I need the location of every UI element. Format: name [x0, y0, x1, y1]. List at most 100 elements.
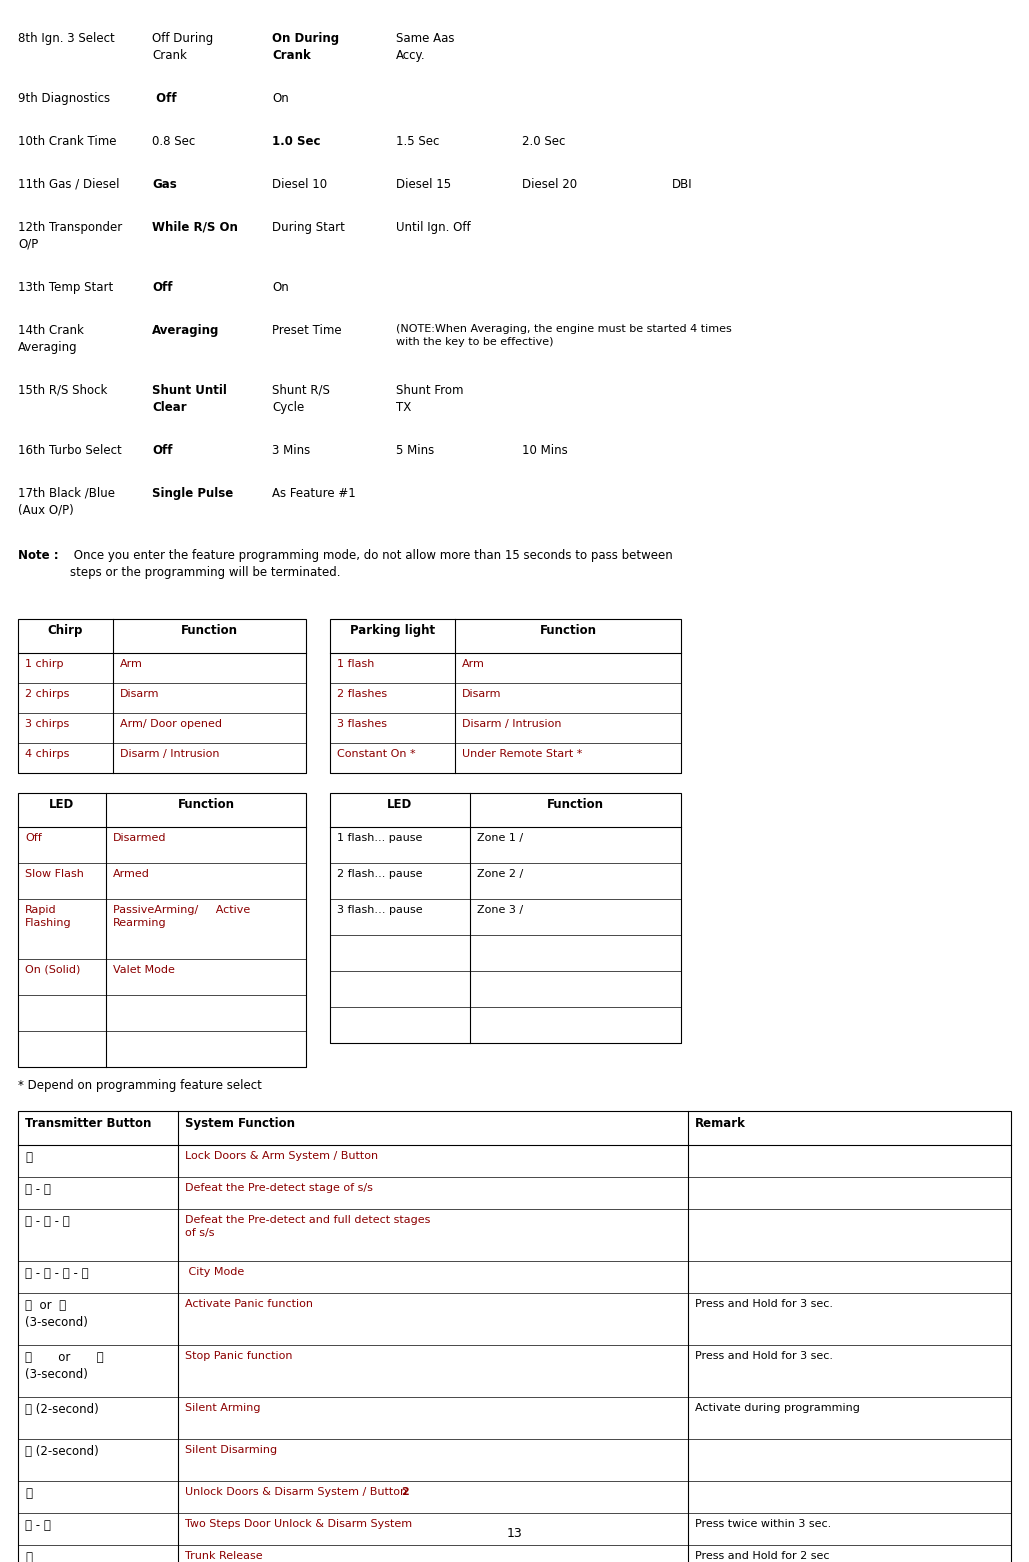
Text: Diesel 10: Diesel 10	[272, 178, 327, 191]
Text: LED: LED	[49, 798, 75, 811]
Text: 1 chirp: 1 chirp	[25, 659, 64, 669]
Text: Stop Panic function: Stop Panic function	[185, 1351, 292, 1361]
Text: Zone 1 /: Zone 1 /	[477, 833, 523, 843]
Text: Once you enter the feature programming mode, do not allow more than 15 seconds t: Once you enter the feature programming m…	[70, 548, 673, 580]
Text: 🔓 (2-second): 🔓 (2-second)	[25, 1445, 99, 1457]
Text: Activate Panic function: Activate Panic function	[185, 1300, 313, 1309]
Text: Diesel 15: Diesel 15	[396, 178, 451, 191]
Text: 2.0 Sec: 2.0 Sec	[522, 134, 565, 148]
Text: Rapid
Flashing: Rapid Flashing	[25, 904, 72, 928]
Text: Unlock Doors & Disarm System / Button: Unlock Doors & Disarm System / Button	[185, 1487, 411, 1496]
Text: Shunt From
TX: Shunt From TX	[396, 384, 463, 414]
Text: 🔒: 🔒	[25, 1151, 32, 1164]
Text: Disarm / Intrusion: Disarm / Intrusion	[462, 719, 562, 729]
Text: 1 flash... pause: 1 flash... pause	[338, 833, 422, 843]
Text: 🔒 - 🔒: 🔒 - 🔒	[25, 1182, 50, 1196]
Text: Silent Disarming: Silent Disarming	[185, 1445, 277, 1454]
Text: Same Aas
Accy.: Same Aas Accy.	[396, 31, 455, 62]
Text: LED: LED	[387, 798, 413, 811]
Text: 4 chirps: 4 chirps	[25, 750, 69, 759]
Text: Off: Off	[152, 281, 173, 294]
Text: Defeat the Pre-detect and full detect stages
of s/s: Defeat the Pre-detect and full detect st…	[185, 1215, 430, 1239]
Text: 3 chirps: 3 chirps	[25, 719, 69, 729]
Text: 17th Black /Blue
(Aux O/P): 17th Black /Blue (Aux O/P)	[17, 487, 115, 517]
Text: Function: Function	[547, 798, 604, 811]
Text: Arm: Arm	[120, 659, 143, 669]
Text: System Function: System Function	[185, 1117, 295, 1129]
Text: 14th Crank
Averaging: 14th Crank Averaging	[17, 323, 84, 355]
Text: Averaging: Averaging	[152, 323, 219, 337]
Text: 🔓 - 🔓: 🔓 - 🔓	[25, 1518, 50, 1532]
Text: 🔒 (2-second): 🔒 (2-second)	[25, 1403, 99, 1417]
Text: On: On	[272, 92, 289, 105]
Text: Silent Arming: Silent Arming	[185, 1403, 260, 1414]
Text: During Start: During Start	[272, 220, 345, 234]
Text: 5 Mins: 5 Mins	[396, 444, 434, 458]
Text: Arm: Arm	[462, 659, 485, 669]
Text: 11th Gas / Diesel: 11th Gas / Diesel	[17, 178, 119, 191]
Text: Under Remote Start *: Under Remote Start *	[462, 750, 582, 759]
Bar	[330, 793, 681, 1043]
Text: Disarm: Disarm	[120, 689, 159, 700]
Text: Activate during programming: Activate during programming	[695, 1403, 860, 1414]
Text: 1.0 Sec: 1.0 Sec	[272, 134, 320, 148]
Text: Shunt R/S
Cycle: Shunt R/S Cycle	[272, 384, 330, 414]
Text: DBI: DBI	[672, 178, 693, 191]
Text: 🔒       or       🔓
(3-second): 🔒 or 🔓 (3-second)	[25, 1351, 104, 1381]
Text: 2: 2	[401, 1487, 410, 1496]
Text: 🔒  or  🔓
(3-second): 🔒 or 🔓 (3-second)	[25, 1300, 87, 1329]
Text: Armed: Armed	[113, 868, 150, 879]
Text: Function: Function	[539, 623, 597, 637]
Text: Remark: Remark	[695, 1117, 746, 1129]
Bar	[17, 1111, 1012, 1562]
Text: Until Ign. Off: Until Ign. Off	[396, 220, 470, 234]
Text: Function: Function	[181, 623, 238, 637]
Text: Press twice within 3 sec.: Press twice within 3 sec.	[695, 1518, 831, 1529]
Text: Off: Off	[152, 444, 173, 458]
Text: While R/S On: While R/S On	[152, 220, 238, 234]
Text: * Depend on programming feature select: * Depend on programming feature select	[17, 1079, 261, 1092]
Text: Parking light: Parking light	[350, 623, 435, 637]
Text: Disarm: Disarm	[462, 689, 501, 700]
Text: 🔒 - 🔒 - 🔒 - 🔒: 🔒 - 🔒 - 🔒 - 🔒	[25, 1267, 88, 1279]
Text: Single Pulse: Single Pulse	[152, 487, 234, 500]
Text: 10th Crank Time: 10th Crank Time	[17, 134, 116, 148]
Text: Chirp: Chirp	[47, 623, 83, 637]
Text: Constant On *: Constant On *	[338, 750, 416, 759]
Text: PassiveArming/     Active
Rearming: PassiveArming/ Active Rearming	[113, 904, 250, 928]
Text: 0.8 Sec: 0.8 Sec	[152, 134, 196, 148]
Text: (NOTE:When Averaging, the engine must be started 4 times
with the key to be effe: (NOTE:When Averaging, the engine must be…	[396, 323, 732, 347]
Text: 13th Temp Start: 13th Temp Start	[17, 281, 113, 294]
Text: 1 flash: 1 flash	[338, 659, 375, 669]
Text: 12th Transponder
O/P: 12th Transponder O/P	[17, 220, 122, 251]
Text: Valet Mode: Valet Mode	[113, 965, 175, 975]
Text: 9th Diagnostics: 9th Diagnostics	[17, 92, 110, 105]
Text: 2 chirps: 2 chirps	[25, 689, 69, 700]
Text: Zone 2 /: Zone 2 /	[477, 868, 524, 879]
Text: 🔑: 🔑	[25, 1551, 32, 1562]
Text: 8th Ign. 3 Select: 8th Ign. 3 Select	[17, 31, 115, 45]
Text: Disarm / Intrusion: Disarm / Intrusion	[120, 750, 219, 759]
Text: 16th Turbo Select: 16th Turbo Select	[17, 444, 121, 458]
Text: 🔓: 🔓	[25, 1487, 32, 1500]
Bar	[330, 619, 681, 773]
Text: 15th R/S Shock: 15th R/S Shock	[17, 384, 107, 397]
Text: On During
Crank: On During Crank	[272, 31, 340, 62]
Text: Preset Time: Preset Time	[272, 323, 342, 337]
Text: City Mode: City Mode	[185, 1267, 244, 1278]
Text: Disarmed: Disarmed	[113, 833, 167, 843]
Text: Note :: Note :	[17, 548, 59, 562]
Text: Off: Off	[152, 92, 177, 105]
Text: 10 Mins: 10 Mins	[522, 444, 568, 458]
Text: Off: Off	[25, 833, 42, 843]
Text: Arm/ Door opened: Arm/ Door opened	[120, 719, 222, 729]
Text: Two Steps Door Unlock & Disarm System: Two Steps Door Unlock & Disarm System	[185, 1518, 413, 1529]
Text: Press and Hold for 3 sec.: Press and Hold for 3 sec.	[695, 1351, 833, 1361]
Text: 1.5 Sec: 1.5 Sec	[396, 134, 439, 148]
Bar	[17, 793, 306, 1067]
Text: Gas: Gas	[152, 178, 177, 191]
Text: Press and Hold for 2 sec: Press and Hold for 2 sec	[695, 1551, 829, 1560]
Text: Transmitter Button: Transmitter Button	[25, 1117, 151, 1129]
Text: 13: 13	[506, 1528, 523, 1540]
Text: Zone 3 /: Zone 3 /	[477, 904, 523, 915]
